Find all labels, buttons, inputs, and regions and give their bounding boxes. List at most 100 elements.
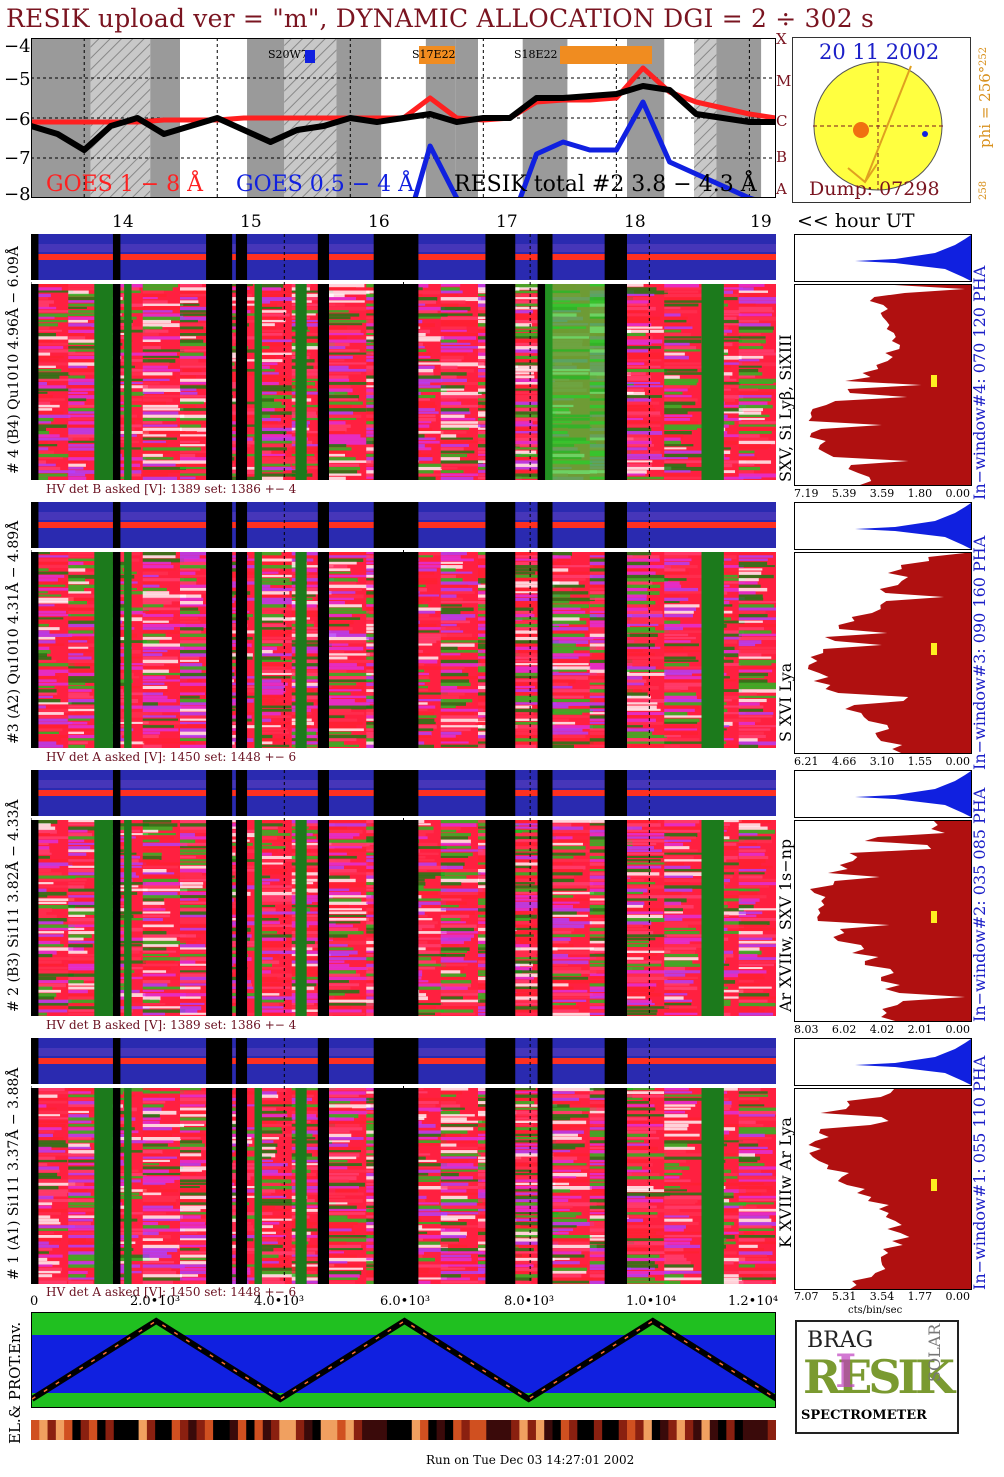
env-strip-cell-10 — [113, 1420, 123, 1440]
env-strip-svg — [31, 1420, 776, 1440]
env-strip-cell-80 — [693, 1420, 702, 1440]
strip-gap-2-8 — [604, 770, 627, 816]
hour-tick-18: 18 — [624, 212, 646, 232]
env-strip-cell-78 — [676, 1420, 686, 1440]
env-bg-blue — [32, 1335, 775, 1393]
spec-gap-3-8 — [604, 552, 627, 748]
env-strip-cell-86 — [742, 1420, 752, 1440]
pha-svg-1 — [855, 1039, 971, 1085]
hour-tick-16: 16 — [368, 212, 390, 232]
env-strip-cell-30 — [279, 1420, 289, 1440]
spec-gap-2-7 — [537, 820, 553, 1016]
strip-gap-3-1 — [112, 502, 121, 548]
strip-gap-2-6 — [485, 770, 516, 816]
axis-tick-5: 1.0•10⁴ — [626, 1294, 677, 1309]
environment-svg — [32, 1313, 775, 1407]
logo-resik: RESIK — [803, 1350, 955, 1404]
pha-shape-4 — [855, 235, 971, 281]
phi-angle: phi = 256° — [976, 65, 994, 148]
strip-svg-2 — [31, 770, 776, 816]
strip-svg-3 — [31, 502, 776, 548]
spectrum-shape-3 — [807, 553, 971, 753]
spec-green-1-3 — [295, 1088, 307, 1284]
line-id-4: SXV, Si Lyβ, SiXIII — [776, 334, 795, 482]
axis-tick-3: 6.0•10³ — [380, 1294, 431, 1309]
strip-gap-3-6 — [485, 502, 516, 548]
hist-ticks-1: 7.07 5.31 3.54 1.77 0.00 — [794, 1290, 970, 1303]
env-strip-cell-6 — [80, 1420, 90, 1440]
hist2-t1: 6.02 — [831, 1023, 857, 1036]
strip-svg-1 — [31, 1038, 776, 1084]
env-strip-cell-64 — [560, 1420, 570, 1440]
goes-lightcurve-chart — [31, 38, 776, 198]
marker-label-2: S17E22 — [412, 48, 456, 61]
spec-gap-2-2 — [206, 820, 233, 1016]
hist4-t3: 1.80 — [907, 487, 933, 500]
hist2-t0: 8.03 — [794, 1023, 819, 1036]
env-strip-cell-12 — [130, 1420, 140, 1440]
strip-gap-4-3 — [235, 234, 248, 280]
line-id-1: K XVIIIw Ar Lya — [776, 1117, 795, 1248]
spec-gap-4-2 — [206, 284, 233, 480]
class-letter-c: C — [776, 112, 788, 130]
spec-gap-4-4 — [317, 284, 329, 480]
strip-gap-4-2 — [206, 234, 233, 280]
env-strip-cell-69 — [602, 1420, 611, 1440]
goes-ytick-2: −5 — [4, 69, 31, 90]
env-strip-cell-42 — [378, 1420, 388, 1440]
spec-green-4-3 — [295, 284, 307, 480]
pha-svg-3 — [855, 503, 971, 549]
env-strip-cell-2 — [47, 1420, 57, 1440]
spec-gap-1-1 — [112, 1088, 121, 1284]
env-strip-cell-32 — [295, 1420, 305, 1440]
env-strip-cell-70 — [610, 1420, 620, 1440]
env-strip-cell-37 — [337, 1420, 347, 1440]
strip-gap-1-8 — [604, 1038, 627, 1084]
env-strip-cell-17 — [171, 1420, 181, 1440]
env-strip-cell-82 — [709, 1420, 719, 1440]
pha-shape-1 — [855, 1039, 971, 1085]
env-strip-cell-41 — [370, 1420, 380, 1440]
env-strip-cell-0 — [31, 1420, 40, 1440]
spectrum-histogram-1 — [794, 1088, 972, 1290]
env-strip-cell-50 — [444, 1420, 454, 1440]
pha-shape-3 — [855, 503, 971, 549]
goes-ytick-3: −6 — [4, 109, 31, 130]
env-strip-cell-88 — [759, 1420, 769, 1440]
pha-histogram-2 — [794, 770, 972, 818]
env-strip-cell-61 — [535, 1420, 545, 1440]
spec-gap-3-2 — [206, 552, 233, 748]
spec-green-1-0 — [94, 1088, 113, 1284]
env-strip-cell-18 — [180, 1420, 189, 1440]
env-strip-cell-52 — [461, 1420, 471, 1440]
legend-goes-long: GOES 1 − 8 Å — [46, 172, 204, 197]
spec-gap-4-6 — [485, 284, 516, 480]
spec-gap-4-3 — [235, 284, 248, 480]
strip-gap-1-0 — [31, 1038, 39, 1084]
spec-green-2-1 — [124, 820, 132, 1016]
strip-gap-2-3 — [235, 770, 248, 816]
spectrogram-3 — [31, 552, 776, 748]
env-strip-cell-67 — [585, 1420, 595, 1440]
hv-label-1: HV det A asked [V]: 1450 set: 1448 +− 6 — [46, 1285, 297, 1299]
env-strip — [31, 1420, 776, 1440]
spec-gap-4-1 — [112, 284, 121, 480]
flare-spot — [853, 122, 869, 138]
spectrogram-svg-1 — [31, 1088, 776, 1284]
strip-gap-2-1 — [112, 770, 121, 816]
env-strip-cell-81 — [701, 1420, 711, 1440]
strip-gap-2-4 — [317, 770, 329, 816]
logo-solar: SOLAR — [925, 1323, 944, 1382]
env-strip-cell-9 — [105, 1420, 115, 1440]
channel-4-ylabel: # 4 (B4) Qu1010 4.96Å − 6.09Å — [6, 246, 22, 474]
env-strip-cell-48 — [428, 1420, 438, 1440]
channel-3-ylabel: #3 (A2) Qu1010 4.31Å − 4.89Å — [6, 520, 22, 744]
hist2-t2: 4.02 — [869, 1023, 895, 1036]
spec-green-1-1 — [124, 1088, 132, 1284]
env-strip-cell-8 — [97, 1420, 106, 1440]
strip-gap-4-1 — [112, 234, 121, 280]
strip-gap-1-1 — [112, 1038, 121, 1084]
spec-gap-1-3 — [235, 1088, 248, 1284]
channel-2-ylabel: # 2 (B3) Si111 3.82Å − 4.33Å — [6, 799, 22, 1012]
spectrum-svg-1 — [808, 1089, 971, 1289]
